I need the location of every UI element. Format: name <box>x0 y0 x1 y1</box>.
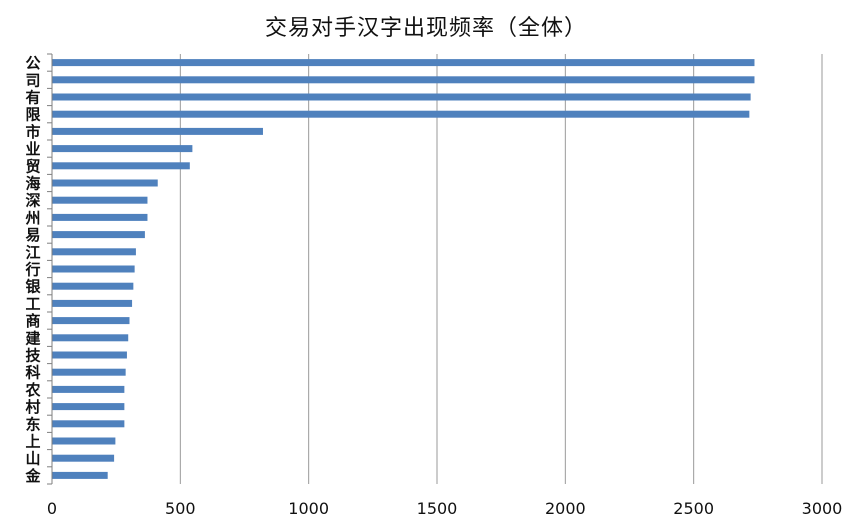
category-label: 行 <box>24 261 40 279</box>
bar-建 <box>52 334 129 342</box>
bar-深 <box>52 196 148 204</box>
bar-行 <box>52 265 135 273</box>
category-label: 深 <box>25 192 40 210</box>
category-label: 商 <box>25 312 40 330</box>
category-label: 江 <box>25 243 40 261</box>
bar-村 <box>52 403 125 411</box>
category-label: 工 <box>25 295 40 313</box>
bar-贸 <box>52 162 190 170</box>
bar-有 <box>52 93 751 101</box>
category-label: 易 <box>25 226 40 244</box>
category-label: 山 <box>25 450 40 468</box>
bar-限 <box>52 110 750 118</box>
category-label: 限 <box>25 106 40 124</box>
bar-商 <box>52 317 130 325</box>
bar-市 <box>52 127 263 135</box>
category-label: 上 <box>25 433 40 451</box>
bar-州 <box>52 213 148 221</box>
bar-易 <box>52 231 145 239</box>
category-label: 科 <box>25 364 40 382</box>
category-label: 业 <box>25 140 40 158</box>
bar-海 <box>52 179 158 187</box>
x-tick-label: 1000 <box>288 499 329 518</box>
x-tick-label: 3000 <box>802 499 843 518</box>
category-label: 东 <box>25 415 40 433</box>
bar-工 <box>52 299 133 307</box>
bar-金 <box>52 471 108 479</box>
category-label: 海 <box>25 175 40 193</box>
bar-银 <box>52 282 134 290</box>
bar-上 <box>52 437 116 445</box>
x-tick-label: 1500 <box>417 499 458 518</box>
category-label: 银 <box>25 278 41 296</box>
category-label: 金 <box>24 467 41 485</box>
bar-农 <box>52 385 125 393</box>
bar-东 <box>52 420 125 428</box>
x-tick-label: 2500 <box>673 499 714 518</box>
bar-司 <box>52 76 755 84</box>
bar-科 <box>52 368 126 376</box>
category-label: 农 <box>24 381 40 399</box>
category-label: 村 <box>25 398 40 416</box>
category-label: 公 <box>25 54 40 72</box>
bar-业 <box>52 145 193 153</box>
category-label: 州 <box>24 209 40 227</box>
bar-山 <box>52 454 115 462</box>
bar-技 <box>52 351 127 359</box>
category-label: 有 <box>25 89 40 107</box>
category-label: 贸 <box>25 157 40 175</box>
category-label: 市 <box>25 123 40 141</box>
bar-江 <box>52 248 136 256</box>
category-label: 司 <box>25 71 40 89</box>
x-tick-label: 500 <box>165 499 196 518</box>
category-label: 建 <box>25 329 41 347</box>
chart-title: 交易对手汉字出现频率（全体） <box>264 16 587 41</box>
bar-公 <box>52 59 755 67</box>
x-tick-label: 2000 <box>545 499 586 518</box>
category-label: 技 <box>25 347 41 365</box>
x-tick-label: 0 <box>47 499 57 518</box>
